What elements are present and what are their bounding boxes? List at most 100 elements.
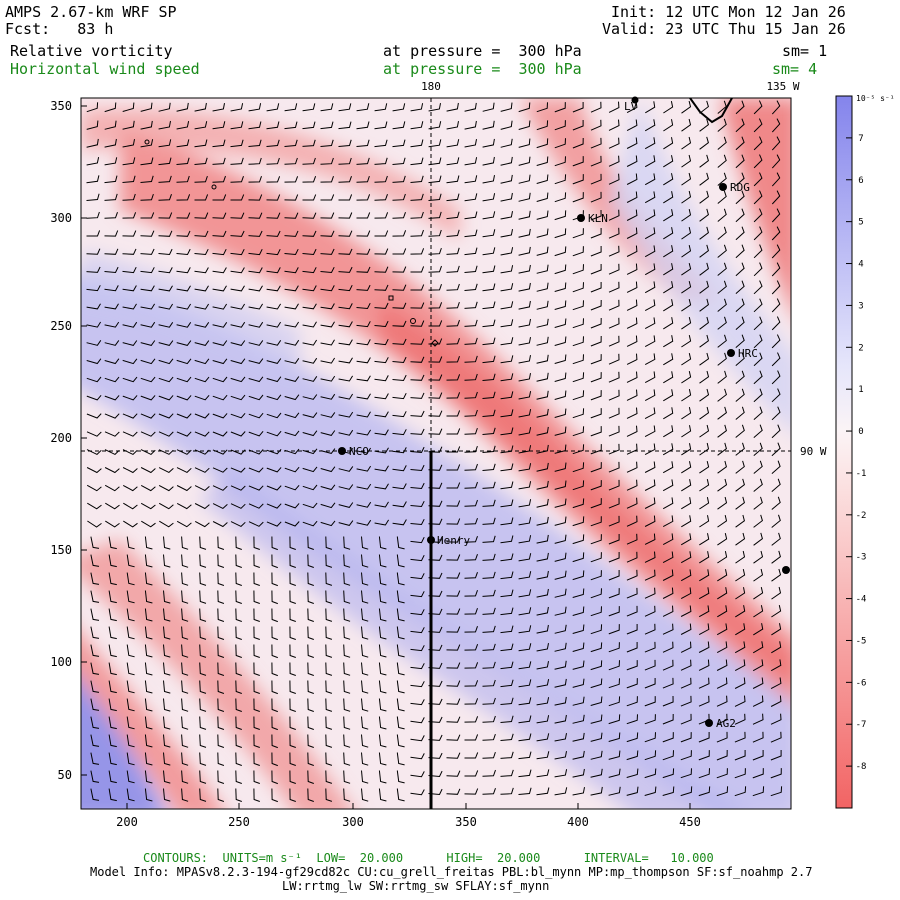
wind-barb xyxy=(446,211,460,220)
wind-barb xyxy=(518,228,531,238)
wind-barb xyxy=(482,319,496,328)
wind-barb xyxy=(199,590,207,604)
wind-barb xyxy=(253,734,260,748)
wind-barb xyxy=(644,533,656,545)
wind-barb xyxy=(108,770,117,784)
wind-barb xyxy=(590,335,602,347)
wind-barb xyxy=(500,607,514,616)
wind-barb xyxy=(194,212,209,219)
wind-barb xyxy=(572,137,584,149)
wind-barb xyxy=(680,659,692,671)
wind-barb xyxy=(140,157,154,166)
wind-barb xyxy=(554,408,567,418)
wind-barb xyxy=(86,467,102,474)
wind-barb xyxy=(681,497,692,510)
wind-barb xyxy=(753,442,763,456)
wind-barb xyxy=(230,248,245,256)
wind-barb xyxy=(176,230,191,237)
wind-barb xyxy=(663,173,674,186)
wind-barb xyxy=(410,410,425,417)
wind-barb xyxy=(320,139,334,147)
wind-barb xyxy=(105,502,120,510)
wind-barb xyxy=(356,465,372,472)
wind-barb xyxy=(199,680,207,694)
wind-barb xyxy=(320,121,334,130)
wind-barb xyxy=(554,264,567,275)
wind-barb xyxy=(464,518,478,525)
wind-barb xyxy=(289,770,296,784)
wind-barb xyxy=(181,788,189,802)
wind-barb xyxy=(235,590,242,604)
wind-barb xyxy=(572,768,585,778)
station-label: NCO xyxy=(349,445,369,458)
wind-barb xyxy=(590,444,602,455)
wind-barb xyxy=(464,193,478,202)
wind-barb xyxy=(608,606,620,617)
wind-barb xyxy=(284,321,300,328)
wind-barb xyxy=(374,519,390,526)
wind-barb xyxy=(464,481,478,489)
wind-barb xyxy=(86,193,100,201)
wind-barb xyxy=(396,770,405,784)
wind-barb xyxy=(181,680,189,694)
wind-barb xyxy=(271,572,278,587)
wind-barb xyxy=(771,226,781,241)
wind-barb xyxy=(338,212,353,219)
wind-barb xyxy=(464,734,479,741)
wind-barb xyxy=(289,662,296,676)
wind-barb xyxy=(289,554,296,568)
wind-barb xyxy=(158,102,171,112)
wind-barb xyxy=(104,467,120,474)
wind-barb xyxy=(86,120,99,130)
wind-barb xyxy=(392,501,407,508)
wind-barb xyxy=(410,193,424,201)
wind-barb xyxy=(644,119,656,132)
wind-barb xyxy=(176,322,192,328)
wind-barb xyxy=(87,502,102,510)
wind-barb xyxy=(608,389,620,401)
wind-barb xyxy=(307,752,314,766)
wind-barb xyxy=(194,340,210,346)
wind-barb xyxy=(266,340,282,346)
wind-barb xyxy=(253,752,260,766)
wind-barb xyxy=(176,157,190,165)
wind-barb xyxy=(235,572,242,586)
wind-barb xyxy=(626,461,638,473)
wind-barb xyxy=(325,680,333,694)
wind-barb xyxy=(536,769,550,778)
wind-barb xyxy=(500,265,514,274)
wind-barb xyxy=(500,643,514,652)
wind-barb xyxy=(248,157,262,165)
wind-barb xyxy=(212,322,228,328)
wind-barb xyxy=(356,375,371,382)
wind-barb xyxy=(181,644,189,658)
wind-barb xyxy=(356,447,372,454)
wind-barb xyxy=(428,410,443,417)
wind-barb xyxy=(770,786,783,797)
wind-barb xyxy=(266,376,282,383)
wind-barb xyxy=(378,662,387,676)
wind-barb xyxy=(410,428,425,435)
wind-barb xyxy=(235,626,242,640)
wind-barb xyxy=(428,157,442,166)
wind-barb xyxy=(122,248,137,255)
wind-barb xyxy=(338,502,354,508)
wind-barb xyxy=(753,406,763,420)
wind-barb xyxy=(325,662,333,676)
wind-barb xyxy=(396,734,405,748)
wind-barb xyxy=(500,715,514,723)
wind-barb xyxy=(356,139,370,147)
wind-barb xyxy=(90,572,100,585)
wind-barb xyxy=(158,157,172,166)
wind-barb xyxy=(626,750,639,761)
wind-barb xyxy=(518,282,531,292)
wind-barb xyxy=(199,608,207,622)
wind-barb xyxy=(590,173,602,185)
wind-barb xyxy=(771,460,781,474)
wind-barb xyxy=(230,431,246,437)
wind-barb xyxy=(699,569,710,582)
wind-barb xyxy=(734,713,746,725)
wind-barb xyxy=(271,536,278,551)
wind-barb xyxy=(122,193,136,201)
wind-barb xyxy=(500,120,513,130)
